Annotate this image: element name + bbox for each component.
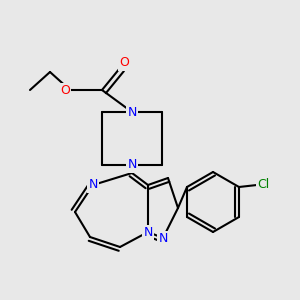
Text: N: N	[143, 226, 153, 238]
Text: N: N	[127, 106, 137, 118]
Text: N: N	[127, 158, 137, 172]
Text: O: O	[119, 56, 129, 70]
Text: Cl: Cl	[257, 178, 269, 191]
Text: N: N	[88, 178, 98, 191]
Text: N: N	[158, 232, 168, 244]
Text: O: O	[60, 83, 70, 97]
